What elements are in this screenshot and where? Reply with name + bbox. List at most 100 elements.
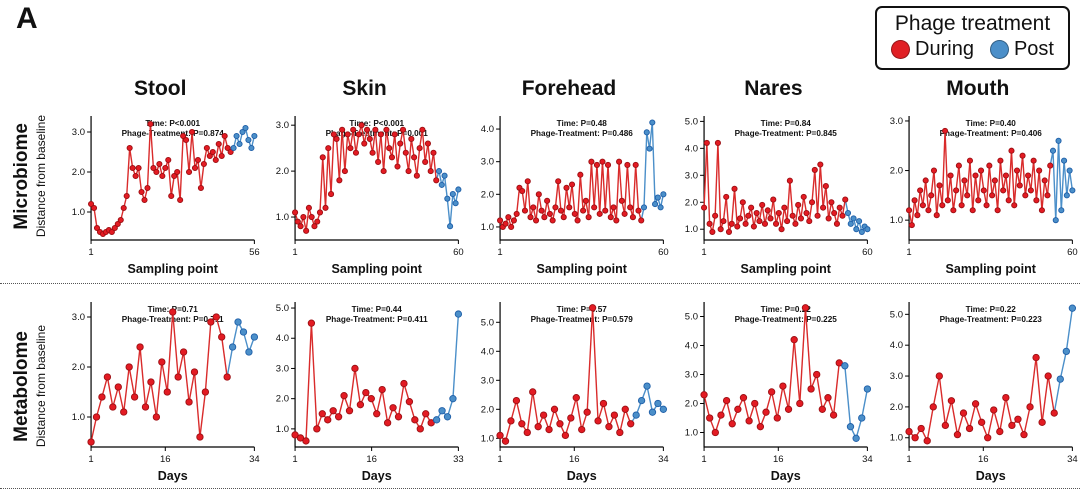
svg-text:1: 1 (497, 247, 502, 258)
svg-text:Time: P=0.22: Time: P=0.22 (965, 305, 1016, 314)
svg-text:2.0: 2.0 (685, 197, 698, 208)
plot-metabolome-skin: 1.0 2.0 3.0 4.0 5.0 1 16 33 Time: P=0.44 Phage-Tr… (262, 288, 466, 484)
legend-item-during: During (891, 38, 974, 61)
microbiome-row: Microbiome Distance from baseline Stool … (0, 76, 1080, 277)
svg-text:2.0: 2.0 (72, 167, 85, 178)
column-title-nares: Nares (744, 77, 803, 100)
svg-text:5.0: 5.0 (685, 116, 698, 127)
svg-text:Time: P=0.84: Time: P=0.84 (761, 119, 812, 128)
svg-text:1.0: 1.0 (685, 428, 698, 439)
svg-text:34: 34 (862, 454, 873, 465)
svg-text:56: 56 (249, 247, 260, 258)
bottom-separator (0, 488, 1080, 489)
svg-text:1: 1 (497, 454, 502, 465)
column-title-skin: Skin (342, 77, 387, 100)
svg-text:4.0: 4.0 (276, 333, 289, 344)
plot-microbiome-mouth: Mouth 1.0 2.0 3.0 1 60 Time: P=0.40 Phage-Trea… (876, 76, 1080, 277)
chart-metabolome-forehead: 1.0 2.0 3.0 4.0 5.0 1 16 34 Time: P=0.57Phage-Tr… (481, 302, 669, 483)
column-title-stool: Stool (133, 77, 187, 100)
svg-text:1.0: 1.0 (276, 424, 289, 435)
microbiome-row-label: Microbiome Distance from baseline (0, 76, 58, 277)
svg-text:5.0: 5.0 (685, 312, 698, 323)
row-separator (0, 283, 1080, 284)
legend-title: Phage treatment (894, 12, 1051, 35)
svg-text:Days: Days (771, 469, 801, 483)
svg-text:Phage-Treatment: P=0.406: Phage-Treatment: P=0.406 (939, 129, 1042, 138)
svg-text:3.0: 3.0 (276, 363, 289, 374)
svg-text:1: 1 (702, 454, 707, 465)
svg-text:Phage-Treatment: P=0.223: Phage-Treatment: P=0.223 (939, 315, 1042, 324)
legend-label-during: During (915, 38, 974, 60)
svg-text:1.0: 1.0 (889, 433, 902, 444)
svg-text:Time: P=0.48: Time: P=0.48 (556, 119, 607, 128)
chart-metabolome-mouth: 1.0 2.0 3.0 4.0 5.0 1 16 34 Time: P=0.22Phage-Tr… (889, 302, 1078, 483)
svg-text:5.0: 5.0 (889, 309, 902, 320)
svg-text:4.0: 4.0 (685, 143, 698, 154)
svg-text:Phage-Treatment: P=0.579: Phage-Treatment: P=0.579 (530, 315, 633, 324)
svg-text:Sampling point: Sampling point (945, 262, 1036, 276)
chart-microbiome-forehead: 1.0 2.0 3.0 4.0 1 60 Time: P=0.48Phage-Treatme… (481, 116, 668, 276)
svg-text:Sampling point: Sampling point (741, 262, 832, 276)
column-title-mouth: Mouth (946, 77, 1010, 100)
svg-text:34: 34 (658, 454, 669, 465)
svg-text:Time: P<0.001: Time: P<0.001 (145, 119, 200, 128)
svg-text:Days: Days (567, 469, 597, 483)
chart-microbiome-mouth: 1.0 2.0 3.0 1 60 Time: P=0.40Phage-Treatment:… (889, 116, 1078, 276)
svg-text:5.0: 5.0 (481, 317, 494, 328)
svg-text:16: 16 (160, 454, 171, 465)
svg-text:34: 34 (1067, 454, 1078, 465)
metabolome-row-label: Metabolome Distance from baseline (0, 288, 58, 484)
svg-text:2.0: 2.0 (889, 402, 902, 413)
svg-text:2.0: 2.0 (481, 189, 494, 200)
chart-microbiome-stool: 1.0 2.0 3.0 1 56 Time: P<0.001Phage-Treatment… (72, 116, 260, 276)
svg-text:3.0: 3.0 (276, 120, 289, 131)
chart-microbiome-skin: 1.0 2.0 3.0 1 60 Time: P<0.001Phage-Treatment… (276, 116, 464, 276)
svg-text:3.0: 3.0 (685, 370, 698, 381)
chart-metabolome-nares: 1.0 2.0 3.0 4.0 5.0 1 16 34 Time: P=0.22Phage-Tr… (685, 302, 873, 483)
svg-text:4.0: 4.0 (889, 340, 902, 351)
svg-text:Time: P<0.001: Time: P<0.001 (350, 119, 405, 128)
svg-text:4.0: 4.0 (685, 341, 698, 352)
y-axis-label-metabolome: Distance from baseline (33, 324, 48, 448)
svg-text:60: 60 (1067, 247, 1078, 258)
legend-items: During Post (891, 38, 1054, 61)
svg-text:3.0: 3.0 (889, 116, 902, 127)
svg-text:Sampling point: Sampling point (128, 262, 219, 276)
svg-text:1.0: 1.0 (481, 433, 494, 444)
svg-text:1.0: 1.0 (72, 412, 85, 423)
svg-text:1: 1 (293, 454, 298, 465)
svg-text:3.0: 3.0 (72, 127, 85, 138)
row-title-metabolome: Metabolome (10, 330, 32, 442)
svg-text:1: 1 (88, 247, 93, 258)
svg-text:Phage-Treatment: P=0.874: Phage-Treatment: P=0.874 (122, 129, 225, 138)
chart-metabolome-skin: 1.0 2.0 3.0 4.0 5.0 1 16 33 Time: P=0.44Phage-Tr… (276, 302, 464, 483)
svg-text:Sampling point: Sampling point (332, 262, 423, 276)
svg-text:Phage-Treatment: P=0.225: Phage-Treatment: P=0.225 (735, 315, 838, 324)
svg-text:16: 16 (367, 454, 378, 465)
svg-text:Phage-Treatment: P=0.001: Phage-Treatment: P=0.001 (326, 129, 429, 138)
svg-text:1.0: 1.0 (72, 207, 85, 218)
svg-text:3.0: 3.0 (72, 312, 85, 323)
during-dot-icon (891, 40, 911, 59)
svg-text:2.0: 2.0 (276, 166, 289, 177)
svg-text:60: 60 (862, 247, 873, 258)
svg-text:33: 33 (453, 454, 464, 465)
chart-microbiome-nares: 1.0 2.0 3.0 4.0 5.0 1 60 Time: P=0.84Phage-Trea… (685, 116, 873, 276)
svg-text:4.0: 4.0 (481, 124, 494, 135)
svg-text:2.0: 2.0 (481, 404, 494, 415)
svg-text:Time: P=0.44: Time: P=0.44 (352, 305, 403, 314)
legend-label-post: Post (1013, 38, 1054, 60)
plot-metabolome-nares: 1.0 2.0 3.0 4.0 5.0 1 16 34 Time: P=0.22 Phage-Tr… (671, 288, 875, 484)
svg-text:16: 16 (773, 454, 784, 465)
svg-text:Phage-Treatment: P=0.411: Phage-Treatment: P=0.411 (326, 315, 428, 324)
svg-text:Time: P=0.22: Time: P=0.22 (761, 305, 812, 314)
svg-text:1: 1 (906, 454, 911, 465)
svg-text:5.0: 5.0 (276, 303, 289, 314)
plot-microbiome-skin: Skin 1.0 2.0 3.0 1 60 Time: P<0.001 Phage-Trea… (262, 76, 466, 277)
svg-text:1: 1 (293, 247, 298, 258)
metabolome-row: Metabolome Distance from baseline 1.0 2.0… (0, 288, 1080, 484)
plot-metabolome-forehead: 1.0 2.0 3.0 4.0 5.0 1 16 34 Time: P=0.57 Phage-Tr… (467, 288, 671, 484)
plot-metabolome-mouth: 1.0 2.0 3.0 4.0 5.0 1 16 34 Time: P=0.22 Phage-Tr… (876, 288, 1080, 484)
svg-text:Days: Days (158, 469, 188, 483)
